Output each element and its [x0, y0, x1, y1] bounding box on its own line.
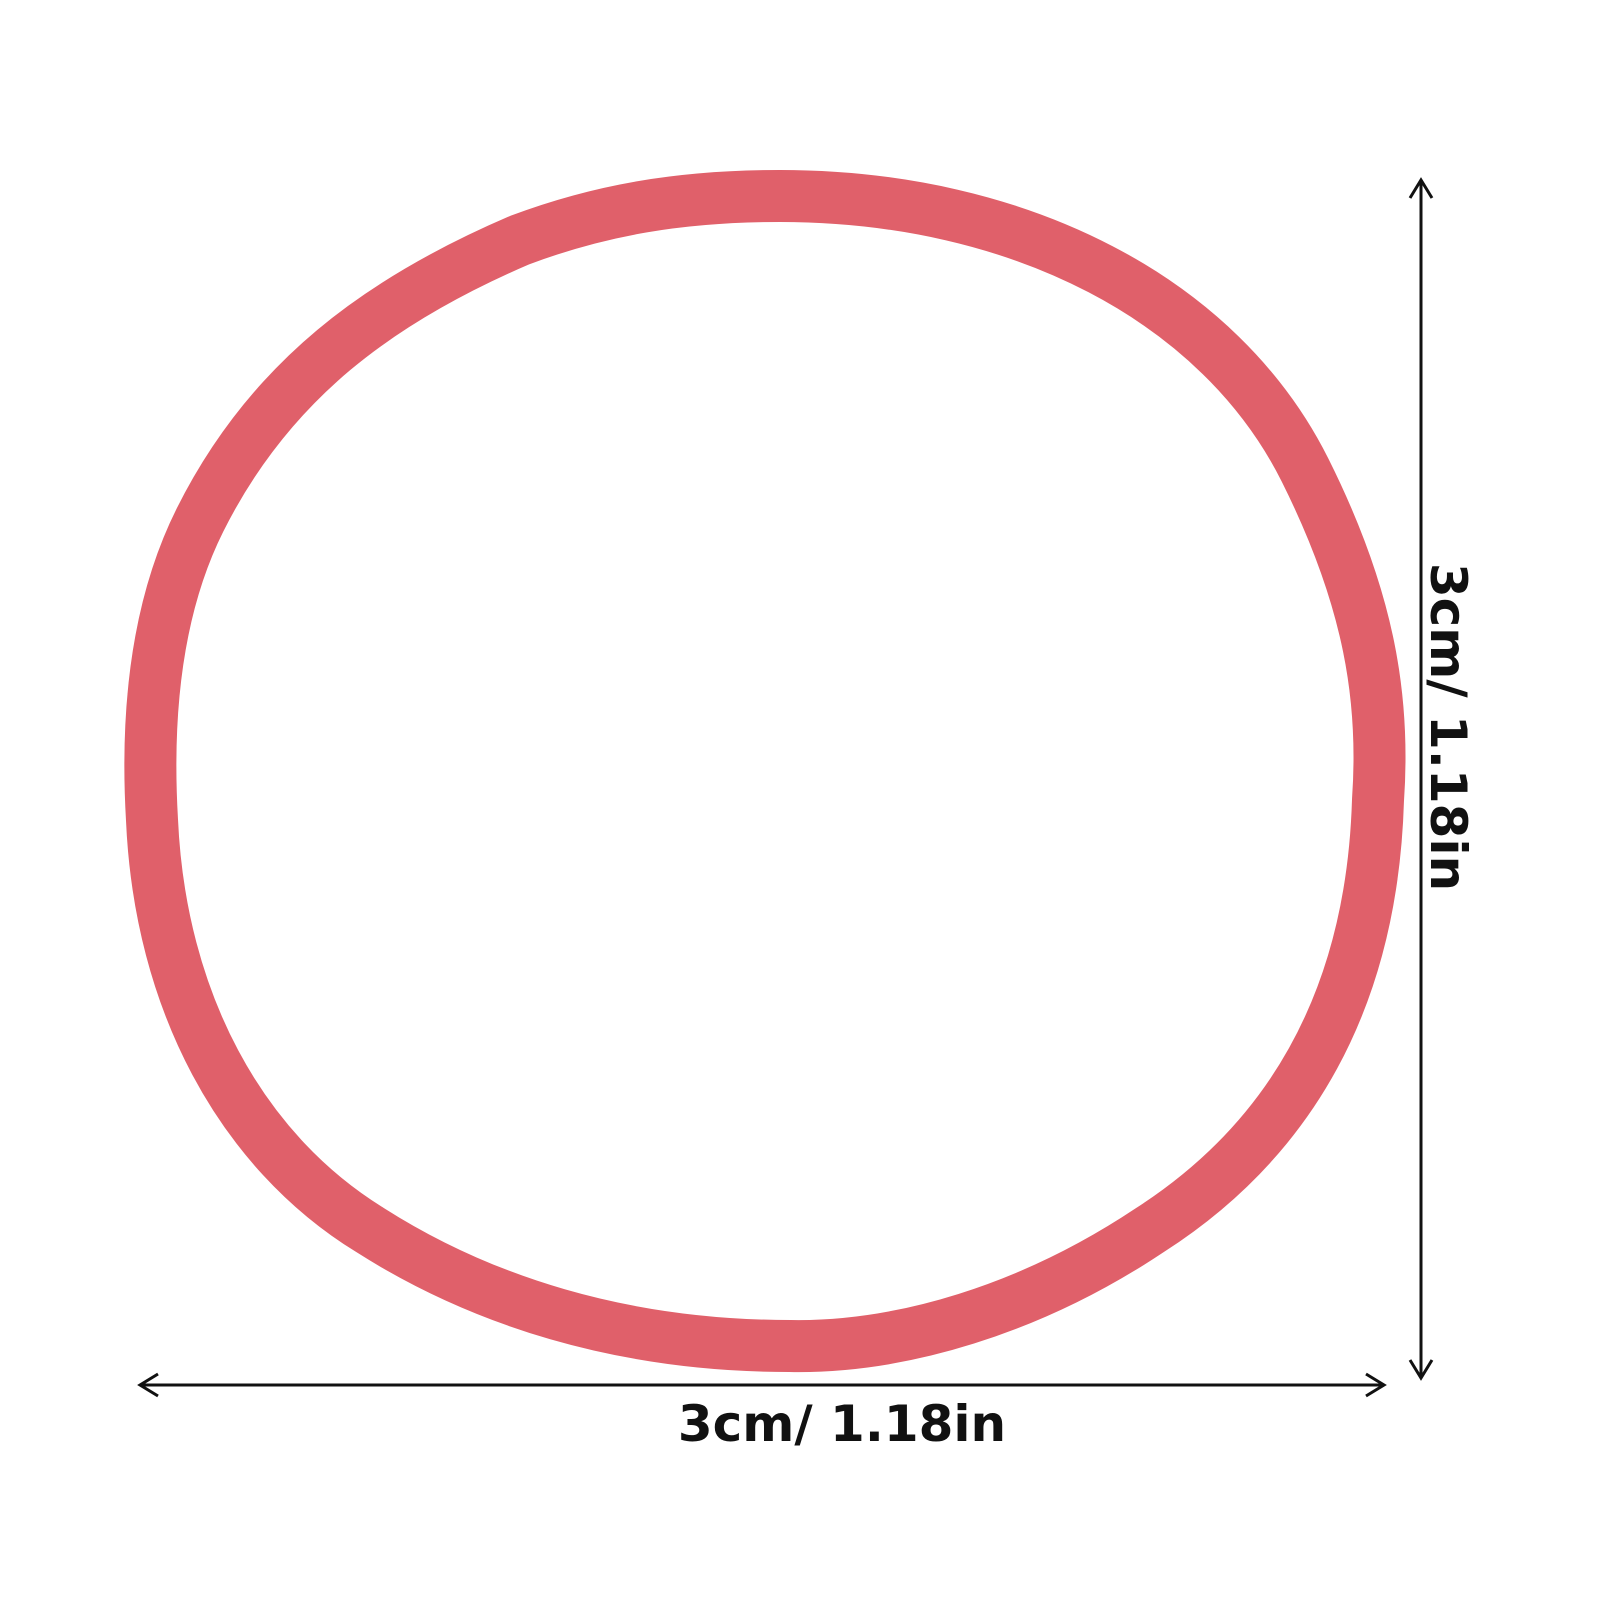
- height-dimension-arrow: [1408, 177, 1434, 1381]
- rubber-band-ring: [124, 169, 1406, 1373]
- height-label: 3cm/ 1.18in: [1419, 562, 1477, 892]
- width-label: 3cm/ 1.18in: [677, 1395, 1007, 1453]
- width-dimension-arrow: [137, 1372, 1387, 1398]
